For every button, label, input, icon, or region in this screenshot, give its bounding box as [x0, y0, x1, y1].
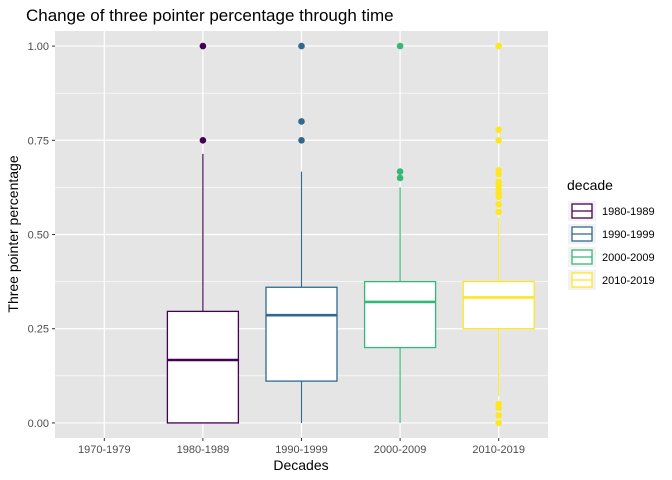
legend-label: 1980-1989 — [602, 206, 655, 218]
outlier-point — [298, 136, 305, 144]
x-tick-label: 1970-1979 — [78, 444, 131, 456]
y-tick-label: 0.00 — [28, 418, 49, 430]
y-tick-label: 1.00 — [28, 41, 49, 53]
box — [462, 280, 535, 330]
outlier-point — [298, 118, 305, 125]
box — [363, 280, 437, 349]
outlier-point — [298, 42, 305, 50]
outlier-point — [495, 167, 503, 174]
outlier-point — [495, 136, 503, 144]
outlier-point — [396, 168, 404, 175]
outlier-point — [495, 42, 503, 50]
box — [265, 286, 338, 382]
outlier-point — [199, 42, 207, 50]
outlier-point — [396, 42, 404, 50]
outlier-point — [495, 412, 503, 419]
box — [166, 310, 240, 424]
legend-label: 2000-2009 — [602, 252, 655, 264]
y-axis-title: Three pointer percentage — [5, 155, 21, 312]
outlier-point — [495, 419, 503, 427]
outlier-point — [199, 136, 207, 144]
legend-title: decade — [567, 177, 613, 193]
y-tick-label: 0.25 — [28, 324, 49, 336]
chart-title: Change of three pointer percentage throu… — [26, 6, 394, 25]
x-axis-title: Decades — [273, 457, 328, 473]
legend-label: 1990-1999 — [602, 229, 655, 241]
y-tick-label: 0.50 — [28, 230, 49, 242]
x-tick-label: 1990-1999 — [275, 444, 328, 456]
x-tick-label: 2010-2019 — [472, 444, 525, 456]
plot-area: 0.00 0.25 0.50 0.75 1.00 1970-1979 1980-1989 19… — [28, 31, 548, 456]
legend-label: 2010-2019 — [602, 275, 655, 287]
outlier-point — [495, 178, 503, 186]
outlier-point — [495, 126, 503, 134]
legend: 1980-1989 1990-1999 2000-2009 2010-2019 — [568, 201, 655, 290]
y-tick-label: 0.75 — [28, 135, 49, 147]
outlier-point — [495, 400, 503, 408]
x-tick-label: 1980-1989 — [177, 444, 230, 456]
outlier-point — [495, 201, 503, 208]
x-tick-label: 2000-2009 — [374, 444, 427, 456]
outlier-point — [396, 174, 404, 182]
outlier-point — [495, 208, 503, 216]
